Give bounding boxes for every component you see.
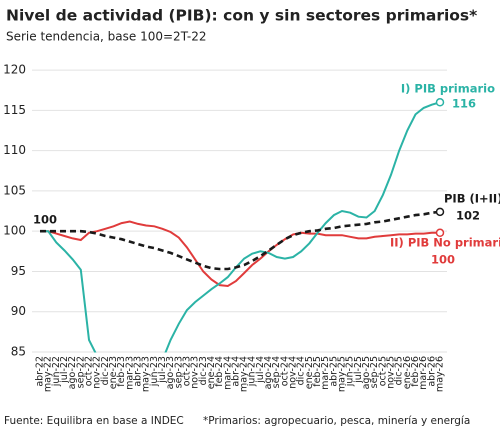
value-label: 116	[452, 97, 476, 111]
x-tick-label: abr-25	[328, 356, 339, 387]
x-tick-label: dic-25	[394, 356, 405, 385]
x-tick-label: may-23	[141, 356, 152, 392]
value-label: 102	[456, 209, 480, 223]
x-tick-label: feb-26	[410, 356, 421, 387]
series-line	[40, 210, 441, 271]
x-tick-label: mar-24	[222, 356, 233, 390]
x-tick-label: nov-24	[288, 356, 299, 389]
end-marker	[435, 98, 445, 107]
x-tick-label: dic-23	[198, 356, 209, 385]
source: Fuente: Equilibra en base a INDEC	[4, 415, 184, 427]
chart-subtitle: Serie tendencia, base 100=2T-22	[6, 30, 207, 44]
x-tick-label: sep-23	[173, 356, 184, 388]
x-tick-label: dic-24	[296, 356, 307, 385]
value-label: 100	[33, 213, 57, 227]
x-tick-label: jul-25	[353, 356, 364, 384]
x-tick-label: sep-25	[369, 356, 380, 388]
x-tick-label: ene-23	[108, 356, 119, 389]
x-tick-label: ago-23	[165, 356, 176, 389]
x-tick-label: oct-22	[83, 356, 94, 386]
x-tick-label: abr-24	[230, 356, 241, 387]
x-tick-label: oct-23	[181, 356, 192, 386]
x-tick-label: jun-24	[247, 356, 258, 387]
series-line	[40, 220, 440, 288]
x-tick-label: may-22	[43, 356, 54, 392]
y-tick-label: 85	[11, 345, 26, 359]
x-tick-label: ene-25	[304, 356, 315, 389]
x-tick-label: feb-25	[312, 356, 323, 387]
x-tick-label: jul-24	[255, 356, 266, 384]
x-tick-label: nov-22	[92, 356, 103, 389]
x-tick-label: may-25	[337, 356, 348, 392]
y-tick-label: 90	[11, 304, 26, 318]
value-label: 100	[431, 253, 455, 267]
series-line	[40, 101, 441, 353]
x-tick-label: ene-26	[402, 356, 413, 389]
x-tick-label: jun-23	[149, 356, 160, 387]
x-tick-label: abr-23	[132, 356, 143, 387]
x-tick-label: feb-23	[116, 356, 127, 387]
x-tick-label: feb-24	[214, 356, 225, 387]
x-tick-label: oct-24	[279, 356, 290, 386]
x-tick-label: jul-23	[157, 356, 168, 384]
x-tick-label: nov-25	[386, 356, 397, 389]
x-tick-label: may-24	[239, 356, 250, 392]
x-tick-label: jul-22	[59, 356, 70, 384]
x-tick-label: oct-25	[377, 356, 388, 386]
end-marker	[435, 207, 445, 217]
x-tick-label: dic-22	[100, 356, 111, 385]
note: *Primarios: agropecuario, pesca, minería…	[203, 415, 470, 427]
y-tick-label: 100	[3, 224, 26, 238]
x-tick-label: ene-24	[206, 356, 217, 389]
plot-area	[40, 101, 441, 353]
x-tick-label: jun-25	[345, 356, 356, 387]
y-tick-label: 105	[3, 183, 26, 197]
x-tick-label: sep-24	[271, 356, 282, 388]
y-tick-label: 120	[3, 63, 26, 77]
y-tick-label: 95	[11, 264, 26, 278]
y-tick-label: 110	[3, 143, 26, 157]
legend-label: II) PIB No primario	[390, 236, 500, 250]
x-tick-label: nov-23	[190, 356, 201, 389]
x-tick-label: may-26	[435, 356, 446, 392]
chart-title: Nivel de actividad (PIB): con y sin sect…	[6, 7, 477, 25]
end-marker	[435, 228, 445, 238]
x-tick-label: ago-25	[361, 356, 372, 389]
x-tick-label: mar-25	[320, 356, 331, 390]
x-tick-label: abr-26	[426, 356, 437, 387]
y-tick-label: 115	[3, 103, 26, 117]
x-tick-label: mar-26	[418, 356, 429, 390]
x-tick-label: sep-22	[75, 356, 86, 388]
legend-label: I) PIB primario	[401, 82, 495, 96]
x-tick-label: ago-24	[263, 356, 274, 389]
x-tick-label: ago-22	[67, 356, 78, 389]
x-tick-label: jun-22	[51, 356, 62, 387]
x-tick-label: mar-23	[124, 356, 135, 390]
x-tick-label: abr-22	[35, 356, 46, 387]
legend-label: PIB (I+II)	[444, 192, 500, 206]
